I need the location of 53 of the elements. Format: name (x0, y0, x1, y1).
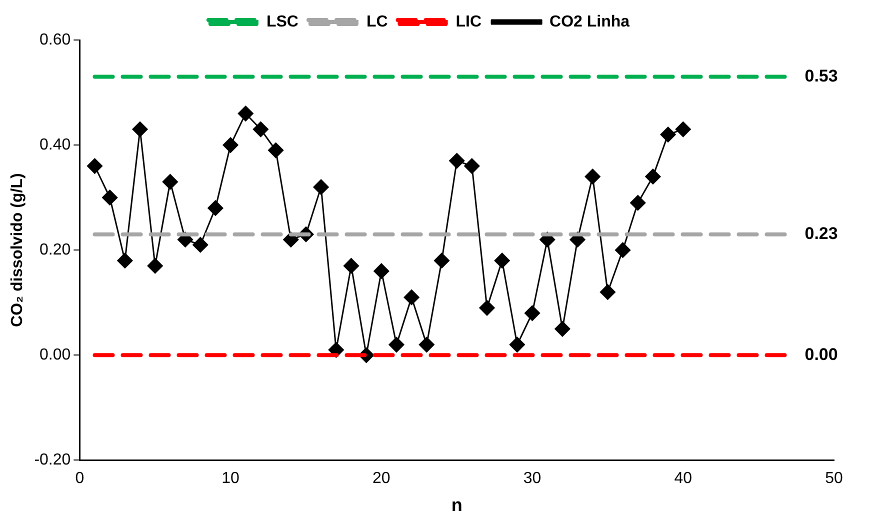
point (418, 336, 434, 352)
y-tick-label: 0.60 (40, 31, 71, 48)
point (102, 190, 118, 206)
point (222, 137, 238, 153)
point (208, 200, 224, 216)
data-label: 0.23 (804, 224, 838, 244)
point (660, 126, 676, 142)
x-tick-label: 30 (523, 470, 542, 488)
point (147, 258, 163, 274)
point (645, 168, 661, 184)
point (374, 263, 390, 279)
x-tick-label: 10 (222, 470, 240, 488)
point (192, 237, 208, 253)
x-tick-label: 20 (372, 470, 390, 488)
legend-label: LSC (266, 13, 299, 30)
point (675, 122, 691, 138)
point (434, 252, 450, 268)
legend-label: LIC (456, 13, 482, 30)
point (509, 336, 525, 352)
point (494, 252, 510, 268)
point (449, 153, 465, 169)
point (615, 242, 631, 258)
legend-label: LC (366, 13, 388, 30)
y-tick-label: 0.40 (40, 136, 71, 154)
point (252, 122, 268, 138)
point (313, 179, 329, 195)
point (524, 305, 540, 321)
x-tick-label: 50 (825, 470, 843, 488)
point (479, 300, 495, 316)
point (268, 142, 284, 158)
legend-label: CO2 Linha (550, 13, 630, 30)
point (464, 158, 480, 174)
point (388, 336, 404, 352)
data-label: 0.00 (804, 344, 838, 364)
data-label: 0.53 (804, 66, 838, 86)
y-tick-label: 0.20 (40, 242, 71, 259)
point (554, 321, 570, 337)
y-tick-label: -0.20 (34, 452, 71, 469)
y-tick-label: 0.00 (40, 346, 71, 364)
point (404, 290, 420, 306)
point (162, 174, 178, 190)
point (630, 195, 646, 211)
point (132, 122, 148, 138)
point (238, 106, 254, 122)
x-tick-label: 40 (674, 470, 692, 488)
x-tick-label: 0 (75, 470, 84, 488)
point (117, 252, 133, 268)
point (343, 258, 359, 274)
y-axis-title: CO₂ dissolvido (g/L) (9, 173, 26, 327)
point (87, 158, 103, 174)
point (584, 168, 600, 184)
x-axis-title: n (451, 495, 462, 516)
point (600, 284, 616, 300)
